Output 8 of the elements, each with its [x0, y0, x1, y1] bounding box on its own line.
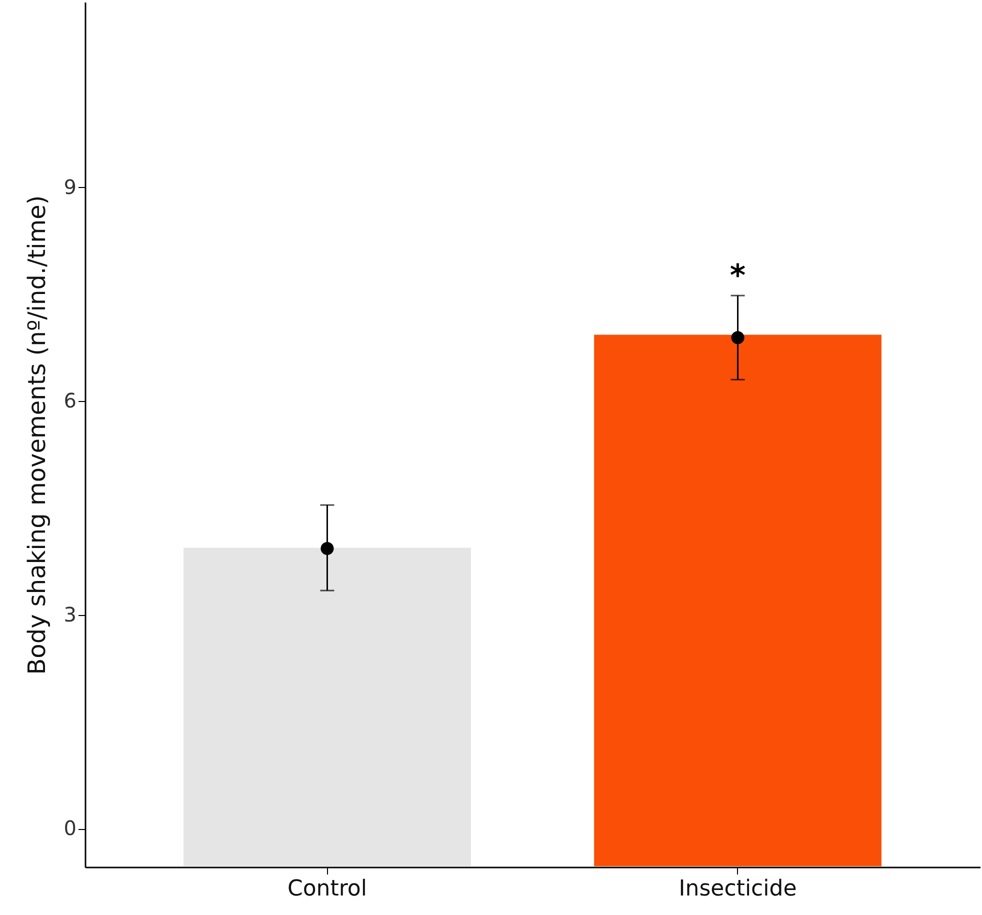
y-tick-label: 9 [64, 174, 76, 199]
annotation: * [730, 258, 746, 294]
y-tick-label: 6 [64, 388, 76, 413]
x-tick-label: Insecticide [678, 876, 797, 902]
y-tick-label: 3 [64, 602, 76, 626]
x-tick-label: Control [287, 876, 367, 902]
y-axis-title: Body shaking movements (nº/ind./time) [22, 195, 51, 675]
y-tick-label: 0 [64, 816, 76, 840]
